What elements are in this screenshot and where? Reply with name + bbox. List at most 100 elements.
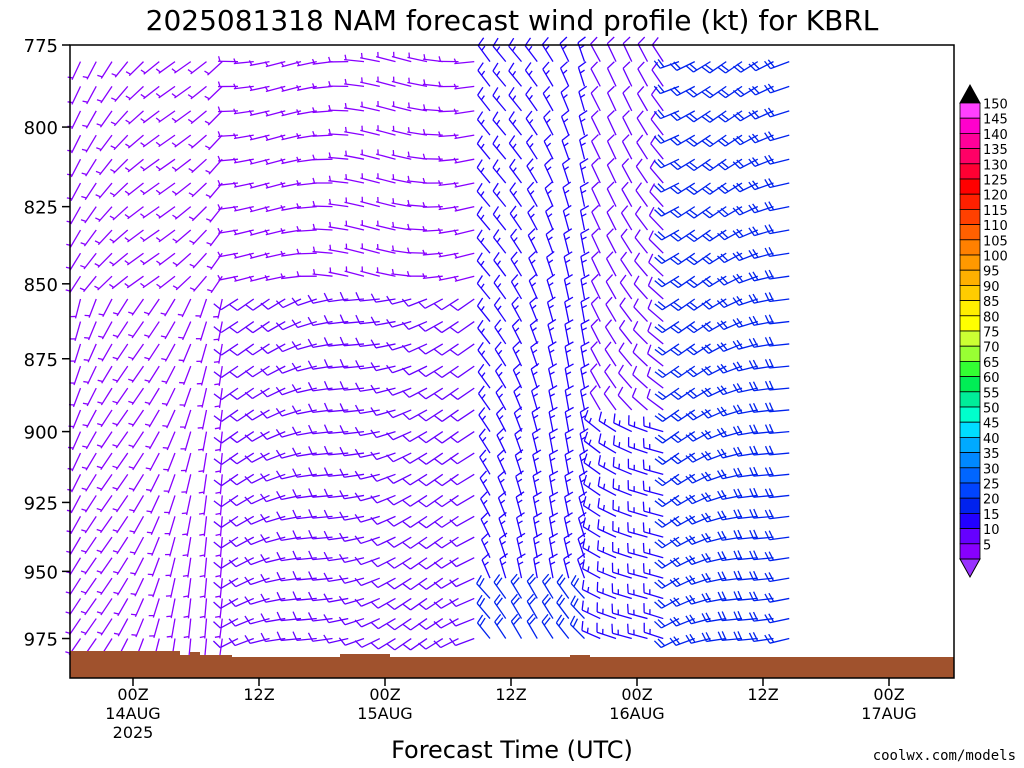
- wind-barb: [548, 449, 559, 475]
- wind-barb: [339, 359, 365, 369]
- wind-barb: [509, 182, 523, 208]
- wind-barb: [510, 573, 523, 599]
- wind-barb: [764, 424, 790, 434]
- wind-barb: [748, 293, 774, 304]
- x-tick-label: 12Z: [495, 685, 526, 704]
- wind-barb: [612, 478, 632, 497]
- wind-barb: [360, 173, 380, 184]
- wind-barb: [642, 501, 664, 517]
- wind-barb: [670, 409, 696, 422]
- wind-barb: [125, 110, 144, 125]
- wind-barb: [260, 298, 286, 310]
- x-tick-date: 17AUG: [861, 704, 916, 723]
- wind-barb: [749, 550, 774, 561]
- wind-barb: [260, 409, 286, 419]
- wind-barb: [125, 134, 144, 149]
- wind-barb: [323, 614, 349, 624]
- wind-barb: [355, 314, 380, 325]
- wind-barb: [165, 536, 176, 557]
- wind-barb: [685, 594, 711, 605]
- wind-barb: [96, 515, 113, 534]
- wind-barb: [179, 365, 192, 386]
- wind-barb: [620, 251, 633, 277]
- wind-barb: [654, 206, 680, 217]
- wind-barb: [433, 536, 459, 549]
- wind-barb: [732, 182, 759, 193]
- wind-barb: [654, 252, 680, 265]
- wind-barb: [732, 339, 758, 350]
- colorbar-swatch: [959, 467, 981, 484]
- wind-barb: [733, 61, 759, 73]
- wind-barb: [338, 616, 365, 626]
- wind-barb: [292, 530, 317, 540]
- wind-barb: [370, 637, 396, 650]
- wind-barb: [370, 618, 396, 630]
- wind-barb: [434, 452, 459, 466]
- wind-barb: [128, 365, 145, 383]
- wind-barb: [111, 61, 129, 78]
- wind-barb: [80, 229, 97, 247]
- wind-barb: [128, 452, 145, 471]
- wind-barb: [402, 409, 428, 421]
- wind-barb: [144, 365, 160, 384]
- wind-barb: [642, 563, 664, 579]
- wind-barb: [532, 512, 543, 538]
- wind-barb: [548, 532, 559, 558]
- wind-barb: [130, 598, 145, 617]
- wind-barb: [732, 251, 758, 262]
- wind-barb: [611, 623, 632, 640]
- wind-barb: [84, 321, 97, 341]
- wind-barb: [323, 593, 349, 603]
- wind-barb: [66, 229, 82, 248]
- wind-barb: [229, 409, 255, 422]
- wind-barb: [155, 158, 176, 172]
- wind-barb: [544, 181, 554, 207]
- wind-barb: [213, 431, 239, 444]
- wind-barb: [260, 613, 286, 623]
- wind-barb: [622, 85, 633, 112]
- colorbar-arrow-top: [959, 83, 981, 104]
- wind-barb: [685, 514, 711, 525]
- x-tick-label: 00Z: [369, 685, 400, 704]
- wind-barb: [360, 149, 380, 160]
- wind-barb: [494, 613, 507, 639]
- wind-barb: [492, 111, 507, 136]
- chart-title: 2025081318 NAM forecast wind profile (kt…: [146, 4, 879, 37]
- y-tick-label: 850: [24, 275, 58, 296]
- wind-barb: [701, 512, 727, 523]
- wind-barb: [582, 496, 601, 517]
- wind-barb: [233, 252, 254, 259]
- wind-barb: [478, 407, 491, 432]
- credit-text: coolwx.com/models: [873, 748, 1016, 764]
- wind-barb: [603, 385, 617, 411]
- wind-barb: [188, 206, 207, 222]
- wind-barb: [561, 133, 570, 160]
- wind-barb: [597, 519, 617, 538]
- wind-barb: [375, 51, 396, 63]
- wind-barb: [590, 110, 601, 136]
- wind-barb: [391, 150, 412, 160]
- wind-barb: [717, 571, 743, 582]
- colorbar-label: 5: [983, 538, 991, 553]
- wind-barb: [244, 556, 270, 566]
- wind-barb: [717, 631, 743, 642]
- wind-barb: [495, 385, 507, 411]
- wind-barb: [583, 453, 601, 475]
- wind-barb: [716, 448, 743, 459]
- wind-barb: [764, 402, 790, 413]
- wind-barb: [124, 158, 144, 173]
- wind-barb: [579, 181, 589, 207]
- x-tick-label: 00Z: [621, 685, 652, 704]
- wind-barb: [125, 61, 144, 77]
- wind-barb: [308, 571, 333, 581]
- wind-barb: [344, 78, 365, 88]
- wind-barb: [764, 201, 790, 212]
- wind-barb: [749, 445, 774, 456]
- wind-barb: [375, 267, 396, 277]
- wind-barb: [605, 251, 617, 277]
- wind-barb: [670, 252, 696, 266]
- colorbar-swatch: [959, 406, 981, 423]
- wind-barb: [140, 275, 160, 289]
- wind-barb: [685, 452, 711, 463]
